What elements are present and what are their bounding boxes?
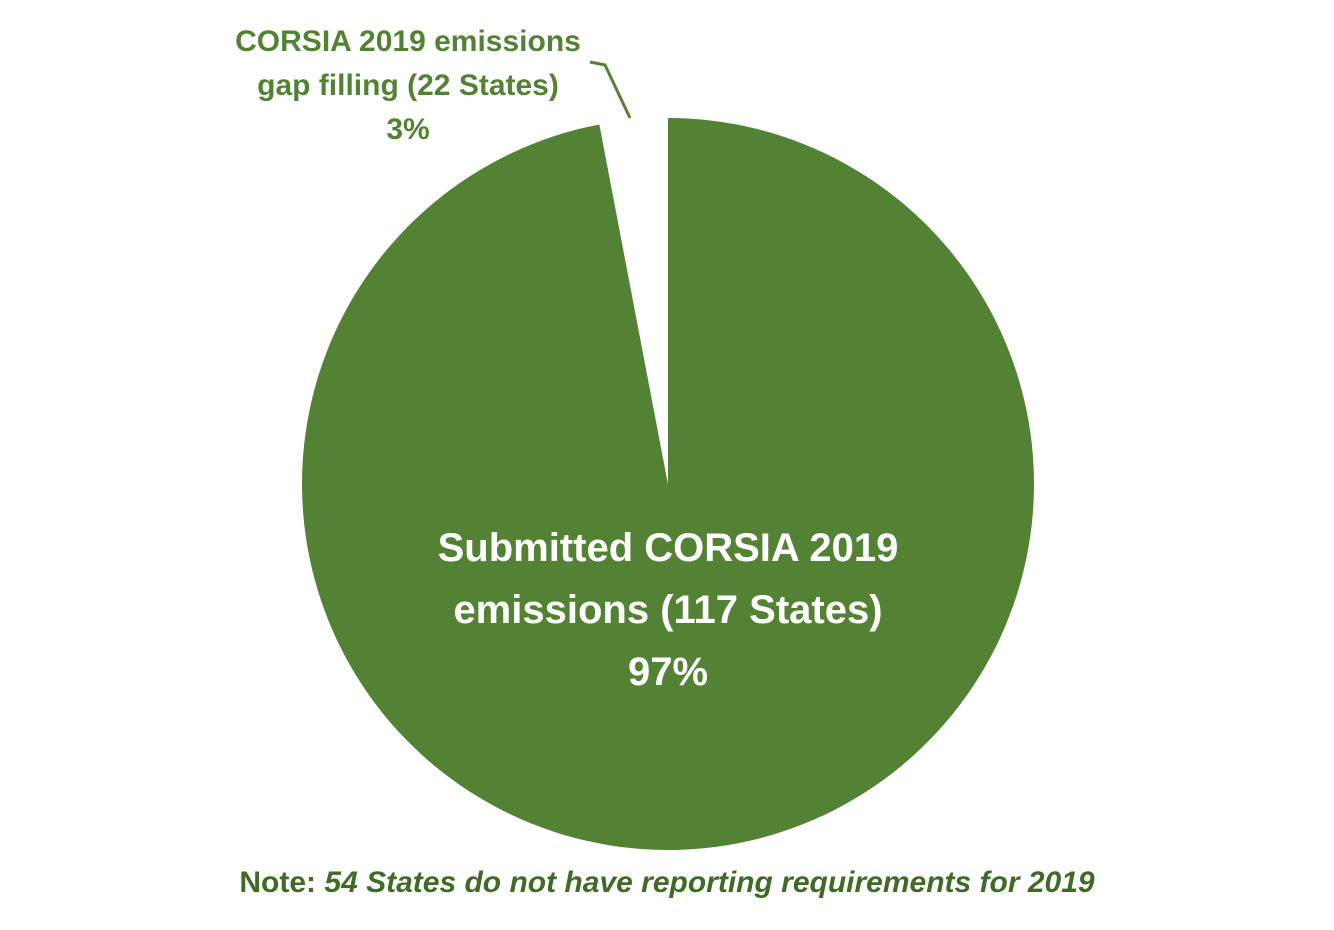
value-label: 97% [627, 650, 709, 694]
pie-slice [599, 118, 668, 484]
value-label: 3% [386, 113, 430, 146]
note-text: 54 States do not have reporting requirem… [324, 866, 1095, 899]
leader-line [589, 60, 632, 119]
slice-label: CORSIA 2019 emissions gap filling (22 St… [235, 25, 581, 102]
slice-label: Submitted CORSIA 2019 emissions (117 Sta… [437, 526, 899, 632]
note: Note: 54 States do not have reporting re… [0, 866, 1334, 900]
note-label: Note: [239, 866, 317, 899]
